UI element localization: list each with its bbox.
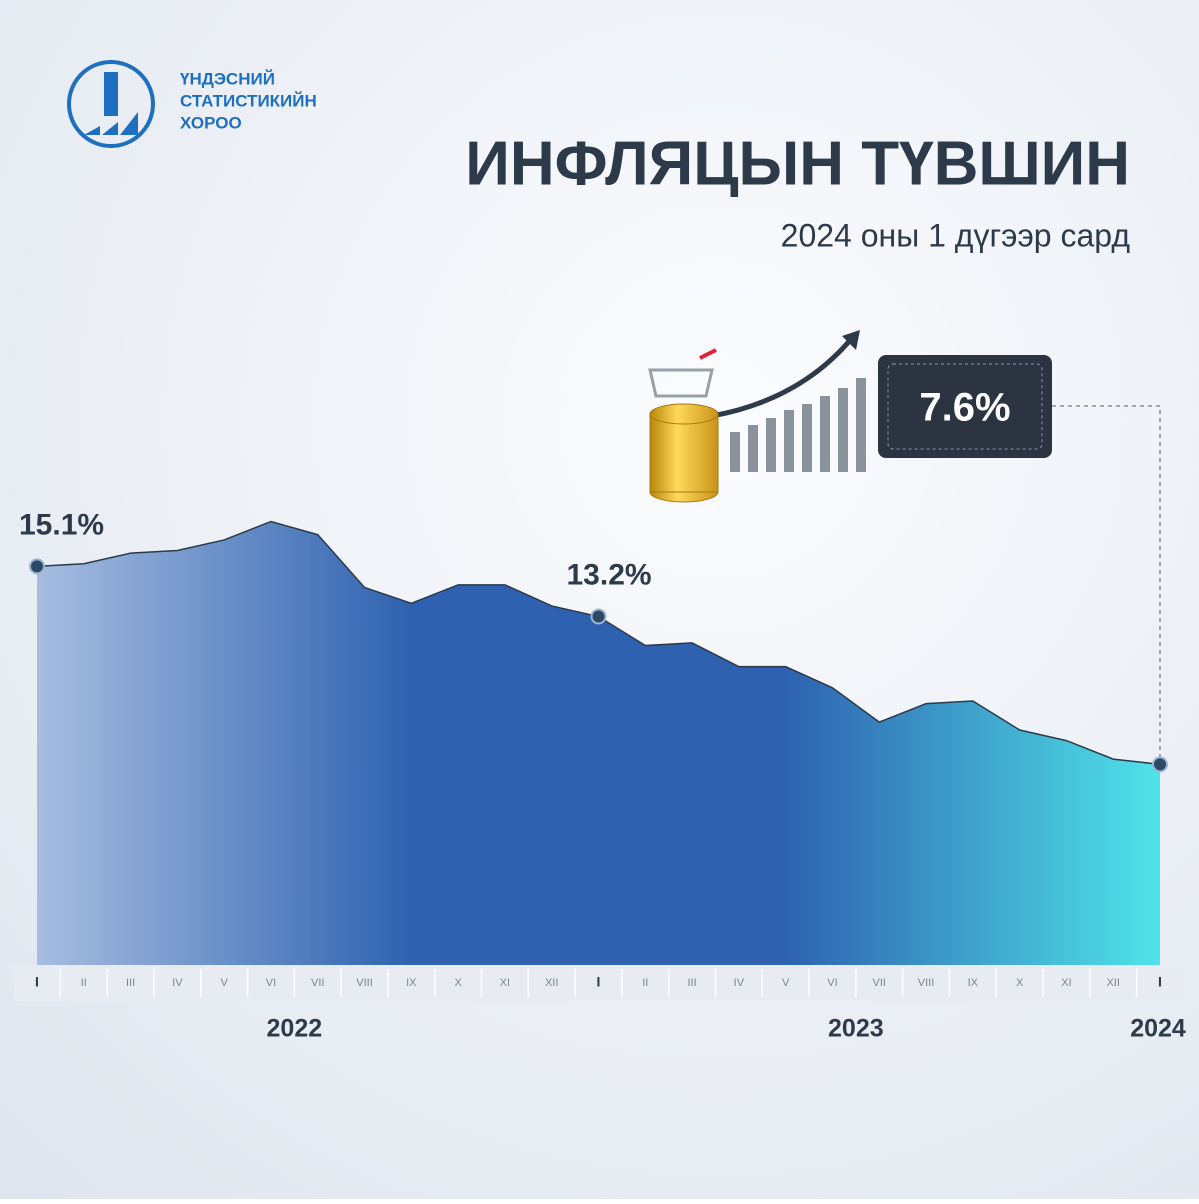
x-tick-label: VI [827, 977, 837, 989]
point-marker [590, 608, 607, 625]
value-label: 7.6% [919, 386, 1010, 430]
year-label: 2022 [267, 1015, 323, 1043]
chart-subtitle: 2024 оны 1 дүгээр сард [781, 217, 1131, 253]
x-tick-label: II [81, 977, 87, 989]
x-tick-label: I [597, 974, 601, 990]
org-name: СТАТИСТИКИЙН [180, 91, 317, 110]
x-tick-label: XII [545, 977, 558, 989]
chart-title: ИНФЛЯЦЫН ТҮВШИН [465, 129, 1130, 198]
callout-border [887, 363, 1043, 450]
x-tick-label: IX [968, 977, 979, 989]
leader-line [1052, 405, 1161, 765]
area-fill [37, 521, 1160, 965]
x-tick-label: XI [1061, 977, 1071, 989]
x-tick-label: II [642, 977, 648, 989]
year-label: 2023 [828, 1015, 884, 1043]
x-tick-label: XII [1106, 977, 1119, 989]
x-tick-label: X [1016, 977, 1024, 989]
x-tick-label: III [687, 977, 696, 989]
point-marker [1152, 756, 1168, 773]
x-tick-label: VIII [356, 977, 373, 989]
x-tick-label: VIII [918, 977, 935, 989]
x-tick-label: I [1158, 974, 1162, 990]
x-tick-label: IV [734, 977, 745, 989]
x-tick-label: IV [172, 977, 183, 989]
x-tick-label: V [220, 977, 228, 989]
x-tick-label: VI [266, 977, 276, 989]
org-name: ҮНДЭСНИЙ [180, 69, 275, 88]
x-tick-label: IX [406, 977, 417, 989]
x-tick-label: I [35, 974, 39, 990]
x-tick-label: XI [500, 977, 510, 989]
value-label: 15.1% [19, 508, 104, 541]
axis-band [14, 965, 1184, 1001]
logo: ҮНДЭСНИЙ СТАТИСТИКИЙН ХОРОО [67, 60, 317, 148]
illustration [648, 330, 866, 503]
callout-box [878, 355, 1052, 458]
x-tick-label: X [454, 977, 462, 989]
org-name: ХОРОО [180, 113, 242, 132]
year-label: 2024 [1130, 1015, 1186, 1043]
x-tick-label: V [782, 977, 790, 989]
x-tick-label: VII [873, 977, 886, 989]
point-marker [29, 558, 45, 575]
x-tick-label: VII [311, 977, 324, 989]
x-tick-label: III [126, 977, 135, 989]
value-label: 13.2% [567, 558, 652, 591]
